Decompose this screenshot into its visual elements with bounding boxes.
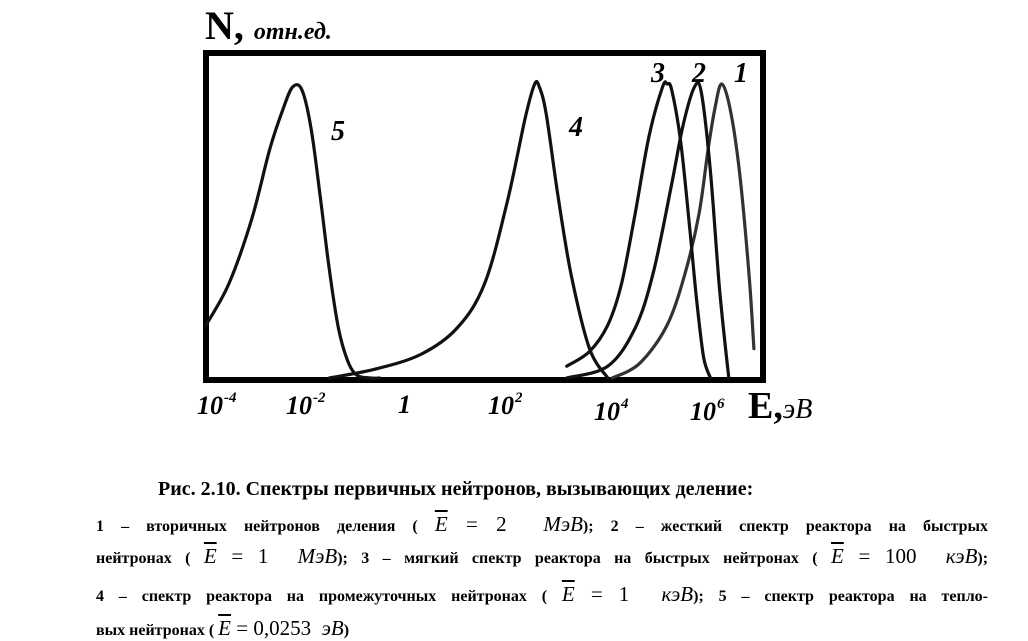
x-tick-label: 10-4 [197,390,237,420]
x-axis-label: E,эВ [748,385,813,427]
figure-caption-title: Рис. 2.10. Спектры первичных нейтронов, … [158,478,754,500]
caption-line-2: нейтронах ( E = 1 МэВ); 3 – мягкий спект… [96,544,989,568]
caption-line-1: 1 – вторичных нейтронов деления ( E = 2 … [96,512,989,536]
x-tick-label: 106 [690,396,725,426]
curve-label-4: 4 [569,112,583,143]
caption-line-3: 4 – спектр реактора на промежуточных ней… [96,582,988,606]
x-tick-label: 10-2 [286,390,326,420]
series-5-line [204,83,382,380]
x-tick-label: 102 [488,390,523,420]
curve-label-1: 1 [734,58,748,89]
curve-label-5: 5 [331,116,345,147]
y-axis-label: N, отн.ед. [205,3,332,48]
curve-label-2: 2 [692,58,706,89]
x-tick-label: 1 [398,390,411,419]
curves-group [204,79,756,380]
caption-line-4: вых нейтронах ( E = 0,0253 эВ) [96,616,350,640]
series-1-line [610,82,756,380]
series-2-line [565,80,731,380]
curve-label-3: 3 [651,58,665,89]
spectra-chart [203,50,766,383]
series-3-line [565,80,713,380]
x-tick-label: 104 [594,396,629,426]
series-4-line [327,79,610,380]
plot-frame [203,50,766,383]
